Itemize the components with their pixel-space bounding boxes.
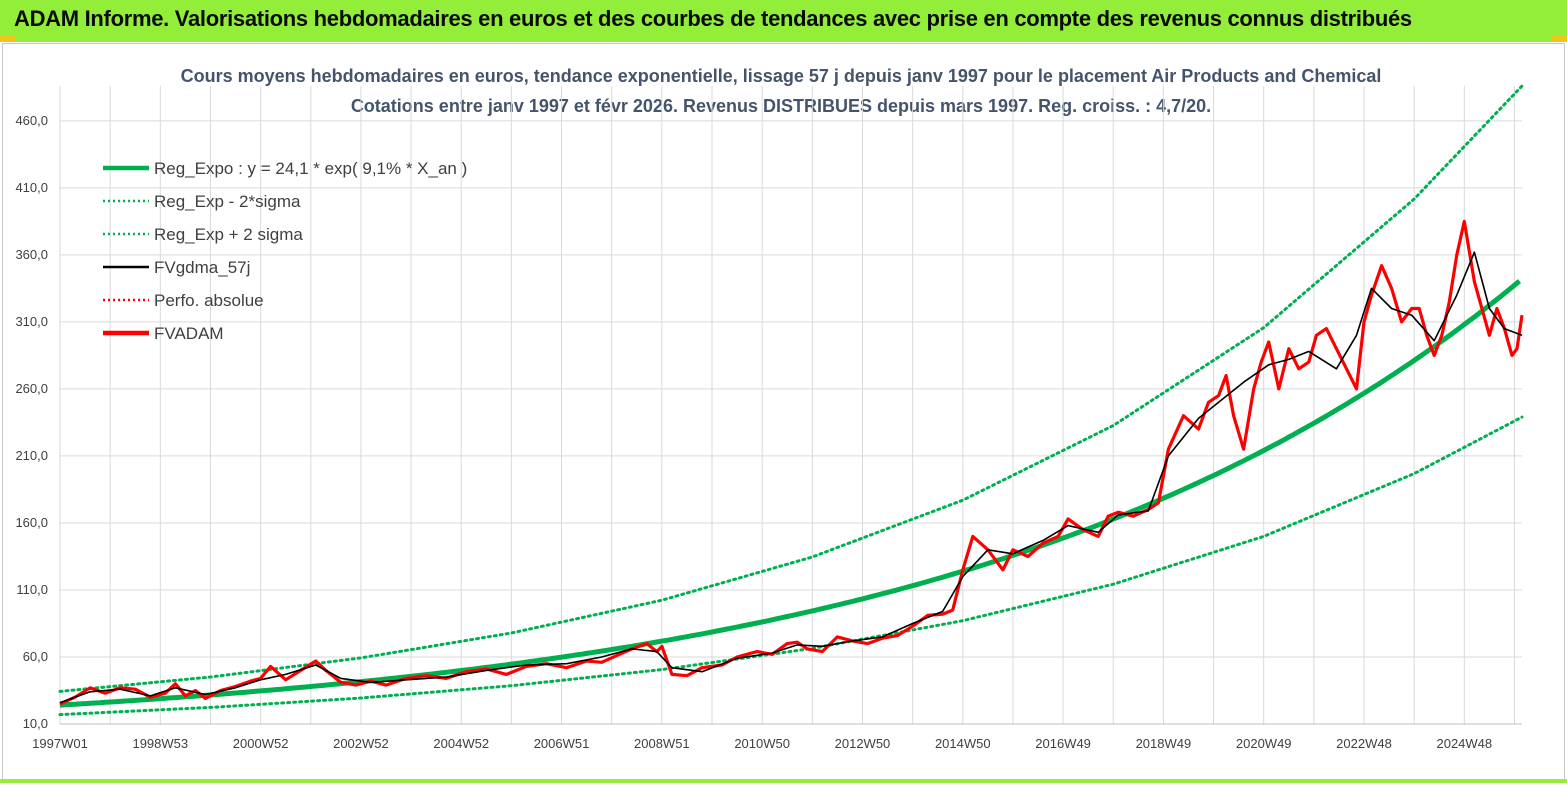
banner-accent-left [0,36,16,41]
y-tick-label: 60,0 [23,649,48,664]
x-tick-label: 2016W49 [1035,736,1091,751]
title-banner: ADAM Informe. Valorisations hebdomadaire… [0,0,1567,42]
x-tick-label: 2008W51 [634,736,690,751]
x-tick-label: 2000W52 [233,736,289,751]
chart-title-line1: Cours moyens hebdomadaires en euros, ten… [181,66,1382,86]
x-tick-label: 2024W48 [1436,736,1492,751]
series-line-fvgdma [59,251,1523,704]
axes: 460,0 410,0 360,0 310,0 260,0 210,0 160,0 110,0… [15,113,1522,751]
y-tick-label: 360,0 [15,247,48,262]
report-title: ADAM Informe. Valorisations hebdomadaire… [14,6,1412,31]
y-tick-label: 310,0 [15,314,48,329]
x-tick-label: 2006W51 [534,736,590,751]
x-tick-label: 2014W50 [935,736,991,751]
x-tick-label: 2012W50 [835,736,891,751]
trend-chart: Cours moyens hebdomadaires en euros, ten… [15,66,1524,751]
legend-label: Reg_Expo : y = 24,1 * exp( 9,1% * X_an ) [154,159,467,178]
x-tick-label: 2010W50 [734,736,790,751]
chart-title-line2: Cotations entre janv 1997 et févr 2026. … [351,96,1211,116]
gridlines [59,86,1522,725]
x-tick-label: 2022W48 [1336,736,1392,751]
y-tick-label: 260,0 [15,381,48,396]
x-tick-label: 2002W52 [333,736,389,751]
chart-frame: Cours moyens hebdomadaires en euros, ten… [2,43,1565,781]
legend-label: FVgdma_57j [154,258,250,277]
legend: Reg_Expo : y = 24,1 * exp( 9,1% * X_an )… [103,159,467,343]
x-tick-label: 2020W49 [1236,736,1292,751]
bottom-band [0,779,1567,783]
x-tick-label: 2004W52 [433,736,489,751]
legend-label: FVADAM [154,324,224,343]
y-tick-label: 460,0 [15,113,48,128]
plot-area [58,84,1524,717]
x-tick-label: 1998W53 [132,736,188,751]
y-tick-label: 160,0 [15,515,48,530]
legend-label: Perfo. absolue [154,291,264,310]
y-tick-label: 210,0 [15,448,48,463]
series-line-regression [59,279,1522,708]
banner-accent-right [1551,36,1567,41]
x-tick-label: 1997W01 [32,736,88,751]
y-tick-label: 10,0 [23,716,48,731]
legend-label: Reg_Exp - 2*sigma [154,192,301,211]
y-tick-label: 110,0 [16,582,48,597]
series-line-sigma-band [58,415,1524,717]
x-tick-label: 2018W49 [1136,736,1192,751]
y-tick-label: 410,0 [15,180,48,195]
legend-label: Reg_Exp + 2 sigma [154,225,303,244]
